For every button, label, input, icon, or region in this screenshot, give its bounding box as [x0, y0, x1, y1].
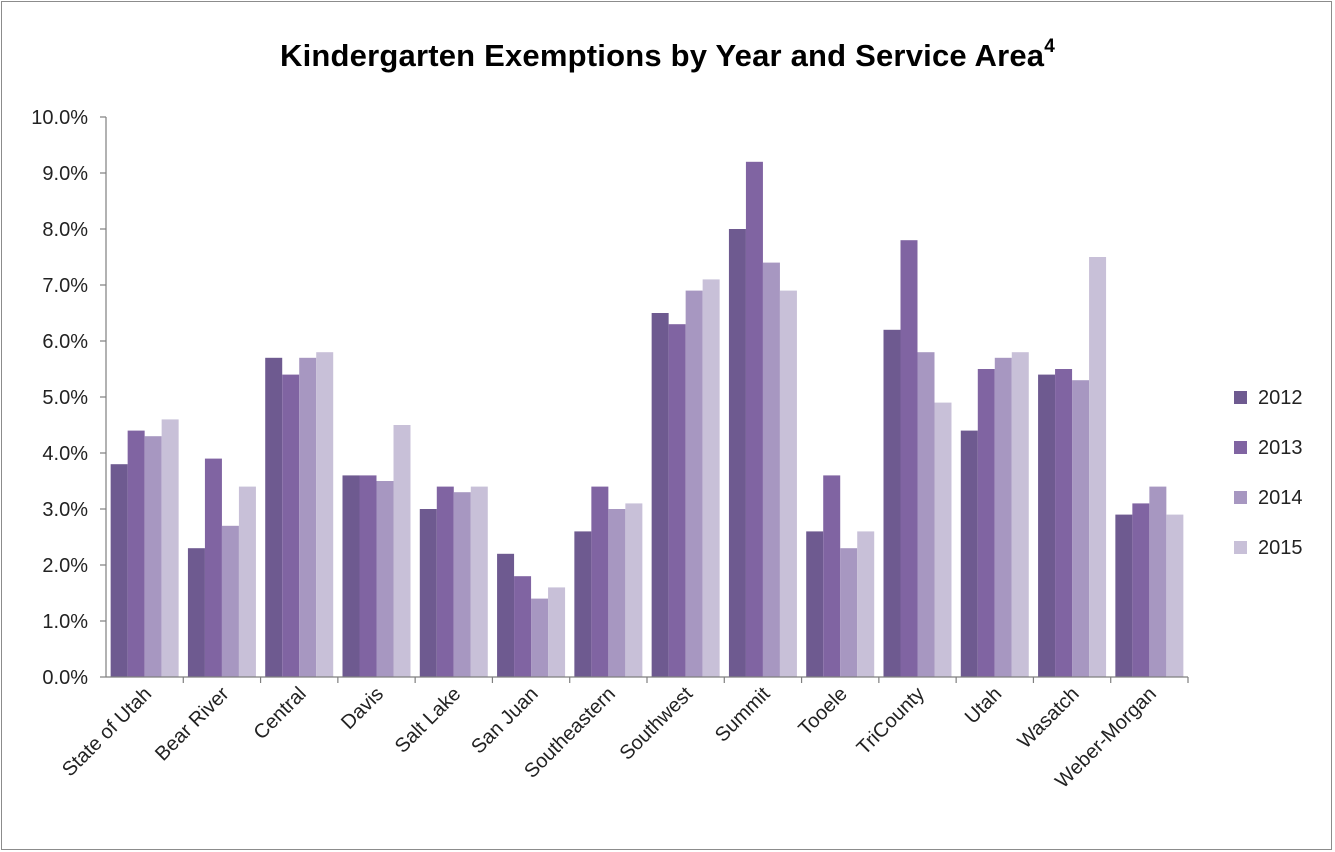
bar-2013-tooele: [823, 475, 841, 677]
legend-swatch-2013: [1234, 441, 1247, 454]
bar-2013-central: [282, 374, 300, 677]
x-category-label: Wasatch: [1014, 683, 1084, 753]
legend-swatch-2012: [1234, 391, 1247, 404]
bar-2015-bear-river: [238, 486, 256, 677]
bar-2014-central: [299, 357, 317, 677]
bar-2012-tooele: [806, 531, 824, 677]
bar-2014-southwest: [685, 290, 703, 677]
bar-2015-tooele: [857, 531, 875, 677]
bar-2012-bear-river: [187, 548, 205, 677]
x-category-label: Salt Lake: [391, 683, 466, 758]
chart-title: Kindergarten Exemptions by Year and Serv…: [0, 35, 1335, 74]
bar-2012-davis: [342, 475, 360, 677]
bar-2012-salt-lake: [419, 509, 437, 677]
y-tick-label: 7.0%: [42, 275, 88, 297]
bar-2014-summit: [762, 262, 780, 677]
bar-2015-wasatch: [1089, 257, 1107, 677]
x-category-label: State of Utah: [58, 683, 156, 781]
chart-title-superscript: 4: [1044, 35, 1056, 57]
bar-2014-davis: [376, 481, 394, 677]
y-tick-label: 8.0%: [42, 219, 88, 241]
bar-2014-salt-lake: [453, 492, 471, 677]
y-tick-label: 9.0%: [42, 163, 88, 185]
y-tick-label: 3.0%: [42, 499, 88, 521]
bar-2013-state-of-utah: [127, 430, 145, 677]
bar-2014-bear-river: [221, 525, 239, 677]
y-tick-label: 6.0%: [42, 331, 88, 353]
x-category-label: Utah: [961, 683, 1006, 728]
bar-2013-san-juan: [514, 576, 532, 677]
bar-2012-tricounty: [883, 329, 901, 677]
bar-2012-weber-morgan: [1115, 514, 1133, 677]
bar-2012-utah: [960, 430, 978, 677]
bar-2015-central: [316, 352, 334, 677]
legend-swatch-2014: [1234, 491, 1247, 504]
legend-label: 2015: [1258, 537, 1303, 559]
bar-2013-wasatch: [1055, 369, 1073, 677]
legend: 2012 2013 2014 2015: [1234, 387, 1303, 559]
x-category-label: Southwest: [616, 683, 698, 765]
x-category-label: Summit: [711, 683, 775, 747]
x-category-label: Davis: [337, 683, 388, 734]
bar-2012-central: [265, 357, 283, 677]
y-tick-label: 0.0%: [42, 667, 88, 689]
y-tick-label: 5.0%: [42, 387, 88, 409]
bar-2014-tricounty: [917, 352, 935, 677]
legend-label: 2013: [1258, 437, 1303, 459]
legend-label: 2014: [1258, 487, 1303, 509]
y-tick-label: 2.0%: [42, 555, 88, 577]
bar-2015-san-juan: [548, 587, 566, 677]
bar-2013-summit: [745, 161, 763, 678]
bar-2014-tooele: [840, 548, 858, 677]
x-category-label: Tooele: [795, 683, 852, 740]
bar-2015-southeastern: [625, 503, 643, 677]
legend-swatch-2015: [1234, 541, 1247, 554]
bar-2015-southwest: [702, 279, 720, 677]
bar-2014-state-of-utah: [144, 436, 162, 677]
y-axis: 0.0% 1.0% 2.0% 3.0% 4.0% 5.0% 6.0% 7.0% 8.0% 9.0%…: [31, 107, 107, 689]
bar-2012-san-juan: [497, 553, 515, 677]
y-tick-label: 1.0%: [42, 611, 88, 633]
y-tick-label: 10.0%: [31, 107, 88, 129]
bar-2015-weber-morgan: [1166, 514, 1184, 677]
bar-2015-state-of-utah: [161, 419, 179, 677]
bar-2012-summit: [728, 229, 746, 677]
bar-2014-weber-morgan: [1149, 486, 1167, 677]
legend-label: 2012: [1258, 387, 1303, 409]
bar-2014-san-juan: [531, 598, 549, 677]
bar-2013-weber-morgan: [1132, 503, 1150, 677]
bar-2013-southeastern: [591, 486, 609, 677]
bar-2012-southwest: [651, 313, 669, 677]
bar-2013-tricounty: [900, 240, 918, 677]
bar-2013-southwest: [668, 324, 686, 677]
bar-2014-southeastern: [608, 509, 626, 677]
bar-2013-utah: [977, 369, 995, 677]
bar-2012-wasatch: [1038, 374, 1056, 677]
bar-2015-davis: [393, 425, 411, 677]
bars: [110, 161, 1184, 678]
bar-2015-salt-lake: [470, 486, 488, 677]
bar-2012-state-of-utah: [110, 464, 128, 677]
bar-2013-bear-river: [204, 458, 222, 677]
bar-2012-southeastern: [574, 531, 592, 677]
bar-2014-utah: [994, 357, 1012, 677]
x-category-label: Central: [250, 683, 311, 744]
chart-title-text: Kindergarten Exemptions by Year and Serv…: [279, 38, 1045, 73]
bar-2013-davis: [359, 475, 377, 677]
x-category-label: San Juan: [467, 683, 542, 758]
x-category-label: TriCounty: [853, 683, 929, 759]
bar-2015-tricounty: [934, 402, 952, 677]
bar-2013-salt-lake: [436, 486, 454, 677]
bar-2014-wasatch: [1072, 380, 1090, 677]
x-category-label: Bear River: [151, 683, 234, 766]
y-tick-label: 4.0%: [42, 443, 88, 465]
bar-2015-summit: [779, 290, 797, 677]
bar-2015-utah: [1011, 352, 1029, 677]
